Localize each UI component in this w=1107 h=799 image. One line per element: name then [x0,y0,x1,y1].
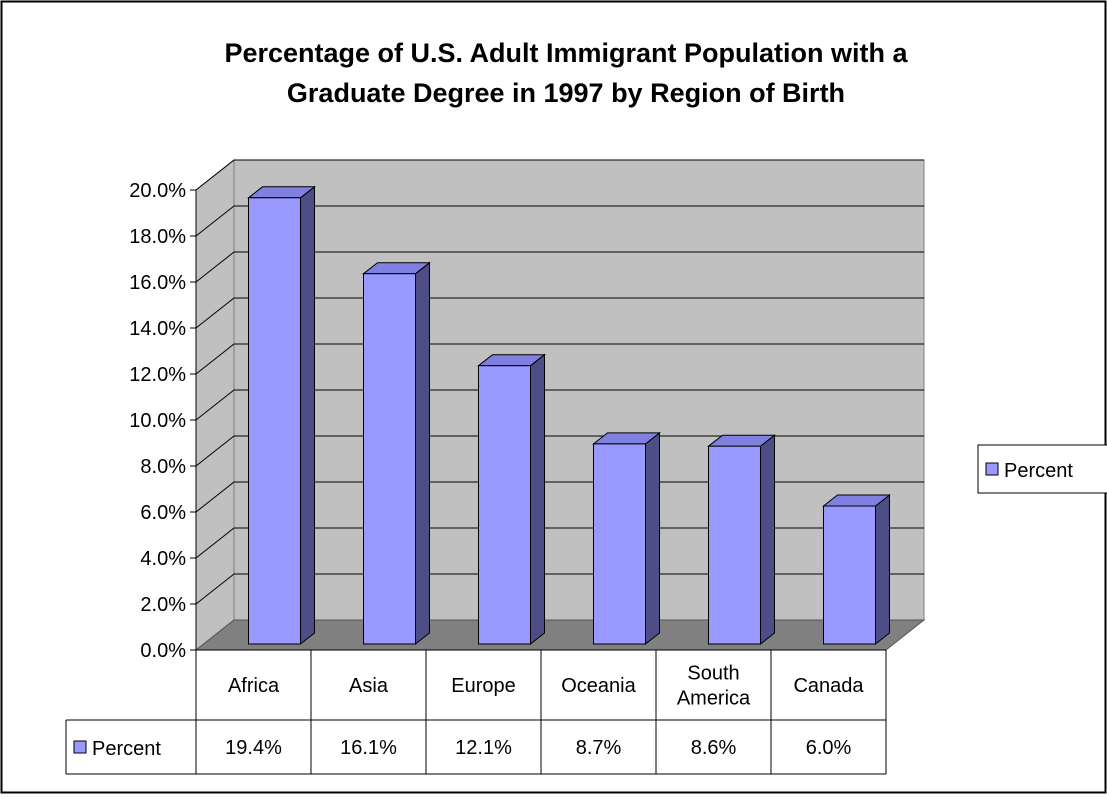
gridline [195,205,924,237]
gridline [195,527,924,559]
bar-side [300,185,315,646]
y-tick-label: 4.0% [140,548,186,570]
legend-box [977,444,1107,494]
y-tick-label: 18.0% [129,226,186,248]
y-tick-label: 6.0% [140,502,186,524]
bar-front [248,197,301,645]
y-tick-label: 12.0% [129,364,186,386]
bar-front [593,443,646,645]
data-label: 12.1% [455,737,512,759]
x-category-label: Canada [793,675,864,697]
bar-front [363,273,416,645]
bar [822,493,891,646]
bar [707,434,776,646]
y-tick-label: 8.0% [140,456,186,478]
bar-side [760,434,775,646]
gridline [195,389,924,421]
bar-side [875,493,890,646]
bar-front [708,445,761,645]
y-tick-label: 20.0% [129,180,186,202]
legend-swatch [985,462,999,476]
bar-side [415,261,430,646]
gridline [195,251,924,283]
data-table: Africa 19.4% Asia 16.1% Europe 12.1% Oceania 8.… [65,649,887,775]
data-label: 19.4% [225,737,282,759]
bar-front [823,505,876,645]
legend: Percent [977,444,1107,494]
bar-side [645,431,660,646]
y-tick-label: 14.0% [129,318,186,340]
bar-side [530,353,545,646]
gridline [195,435,924,467]
bar-front [478,365,531,645]
gridline [195,297,924,329]
y-tick-label: 0.0% [140,640,186,662]
data-label: 16.1% [340,737,397,759]
y-tick-label: 16.0% [129,272,186,294]
data-label: 8.6% [691,737,737,759]
bar [362,261,431,646]
gridline [195,481,924,513]
x-category-label: Africa [228,675,280,697]
table-legend-key [73,740,87,754]
x-category-label: America [677,688,751,710]
table-series-name: Percent [92,738,161,760]
x-category-label: Oceania [561,675,636,697]
bar [247,185,316,646]
y-tick-label: 2.0% [140,594,186,616]
data-label: 8.7% [576,737,622,759]
chart-title-line-1: Percentage of U.S. Adult Immigrant Popul… [224,38,908,68]
gridline [195,159,924,191]
data-label: 6.0% [806,737,852,759]
gridline [195,573,924,605]
x-category-label: Europe [451,675,516,697]
y-tick-label: 10.0% [129,410,186,432]
gridline [195,343,924,375]
chart-title-line-2: Graduate Degree in 1997 by Region of Bir… [287,78,845,108]
legend-label: Percent [1004,460,1073,482]
x-category-label: Asia [349,675,389,697]
bar [592,431,661,646]
bar [477,353,546,646]
x-category-label: South [687,663,739,685]
